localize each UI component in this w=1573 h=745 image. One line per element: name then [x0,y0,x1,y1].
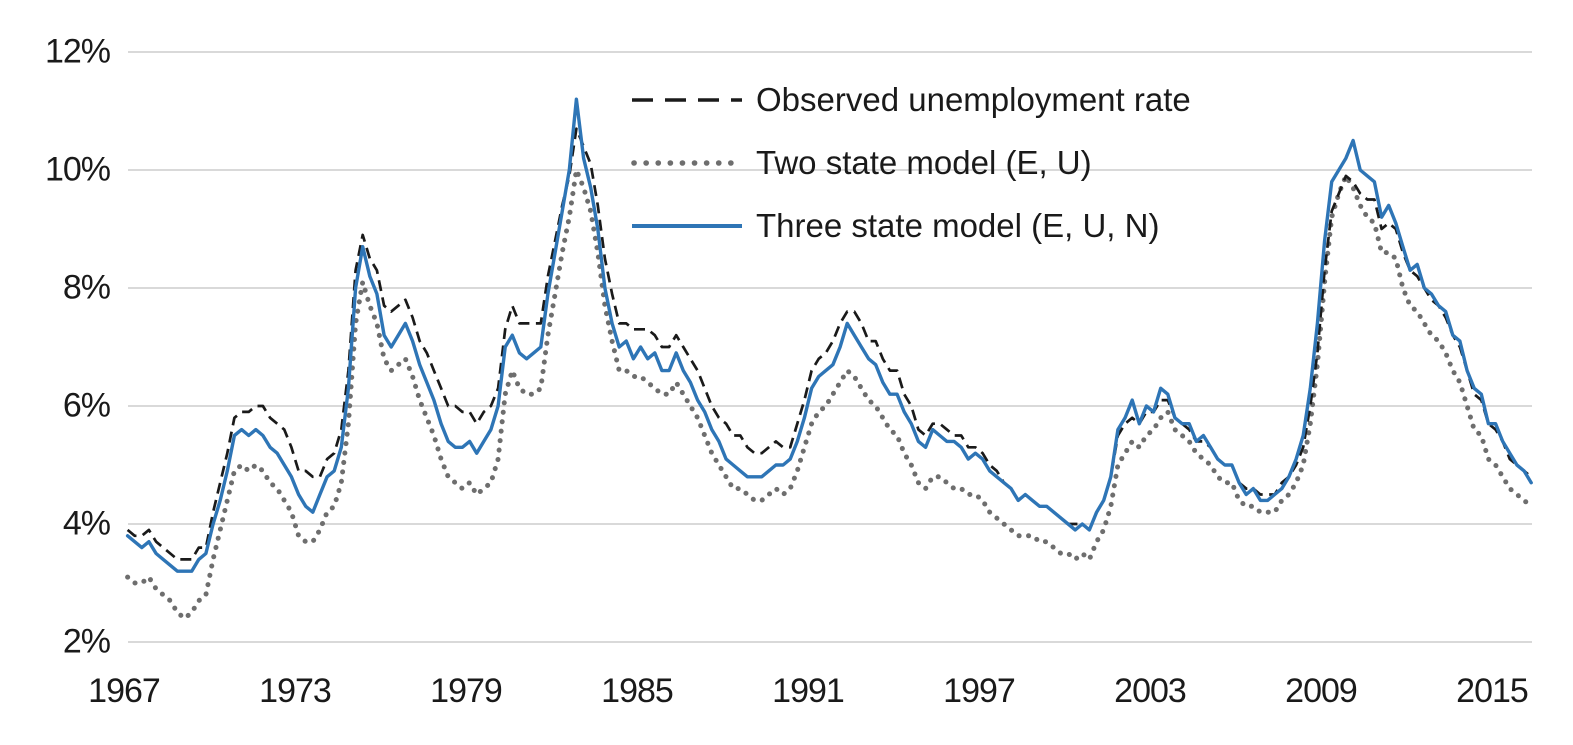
x-axis-tick-label: 2009 [1285,672,1358,710]
gridlines [128,51,1532,643]
legend-label-observed: Observed unemployment rate [756,80,1191,118]
series-three-state-line [125,97,1533,573]
x-axis-tick-label: 1967 [88,672,161,710]
x-axis-tick-label: 1991 [772,672,845,710]
y-axis-tick-label: 8% [62,268,111,307]
x-axis-tick-label: 1985 [601,672,674,710]
legend: Observed unemployment rate Two state mod… [630,68,1191,257]
y-axis-tick-label: 6% [62,386,111,425]
series-two-state-line [125,167,1534,621]
y-axis-tick-label: 12% [44,32,111,71]
y-axis-tick-label: 4% [62,504,111,543]
series-observed-line [126,127,1533,561]
x-axis-tick-label: 1979 [430,672,503,710]
x-axis-tick-label: 1973 [259,672,332,710]
dotted-line-icon [631,159,744,166]
legend-label-three-state: Three state model (E, U, N) [756,206,1160,244]
y-axis-tick-label: 10% [44,150,111,189]
legend-item-observed: Observed unemployment rate [630,68,1191,131]
legend-item-two-state: Two state model (E, U) [630,131,1191,194]
dashed-line-icon [632,97,742,102]
legend-item-three-state: Three state model (E, U, N) [630,194,1191,257]
solid-line-icon [632,223,742,228]
y-axis-tick-label: 2% [62,622,111,661]
series-lines [125,97,1534,621]
x-axis-tick-label: 1997 [943,672,1016,710]
legend-label-two-state: Two state model (E, U) [756,143,1092,181]
x-axis-tick-label: 2015 [1456,672,1529,710]
x-axis-tick-label: 2003 [1114,672,1187,710]
